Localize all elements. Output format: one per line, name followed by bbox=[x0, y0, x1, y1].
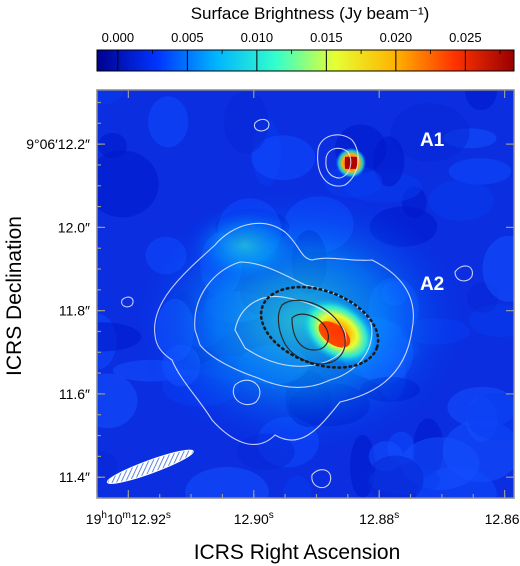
colorbar-tick-label: 0.025 bbox=[449, 30, 482, 45]
noise-patch bbox=[97, 373, 138, 429]
y-tick-label: 9°06′12.2″ bbox=[26, 136, 90, 152]
noise-patch bbox=[97, 150, 159, 218]
noise-patch bbox=[283, 475, 312, 498]
x-axis-label: ICRS Right Ascension bbox=[194, 541, 401, 564]
colorbar-tick-label: 0.000 bbox=[102, 30, 135, 45]
contour-small-3 bbox=[121, 296, 134, 308]
colorbar-tick-label: 0.005 bbox=[171, 30, 204, 45]
contour-small-1 bbox=[253, 118, 270, 132]
noise-patch bbox=[390, 103, 470, 162]
x-tick-label: 12.88s bbox=[359, 510, 399, 527]
y-tick-label: 11.4″ bbox=[59, 469, 90, 485]
noise-patch bbox=[428, 179, 494, 221]
dark-contour-outer bbox=[277, 299, 346, 365]
noise-patch bbox=[97, 450, 118, 481]
y-tick-label: 12.0″ bbox=[58, 219, 90, 235]
x-tick-labels: 19h10m12.92s 12.90s 12.88s 12.86s bbox=[86, 510, 520, 527]
noise-patch bbox=[466, 393, 514, 441]
x-tick-label: 12.86s bbox=[485, 510, 520, 527]
beam bbox=[106, 449, 194, 484]
contour-a1-outer bbox=[317, 134, 359, 187]
colorbar-tick-label: 0.010 bbox=[241, 30, 274, 45]
noise-patch bbox=[366, 455, 424, 498]
source-labels: A1 A2 bbox=[420, 130, 445, 295]
y-tick-labels: 9°06′12.2″ 12.0″ 11.8″ 11.6″ 11.4″ bbox=[26, 136, 90, 485]
noise-patch bbox=[373, 136, 405, 187]
noise-patch bbox=[465, 90, 497, 111]
intensity-map: A1 A2 bbox=[97, 90, 514, 498]
y-tick-label: 11.6″ bbox=[59, 386, 90, 402]
colorbar-tick-label: 0.015 bbox=[310, 30, 343, 45]
y-tick-label: 11.8″ bbox=[59, 303, 90, 319]
x-tick-label: 19h10m12.92s bbox=[86, 510, 171, 527]
beam-ellipse bbox=[106, 449, 194, 484]
contour-a1-inner bbox=[325, 147, 352, 179]
dotted-ellipse bbox=[259, 285, 380, 369]
noise-patch bbox=[448, 158, 512, 185]
noise-patch bbox=[147, 96, 189, 148]
x-tick-label: 12.90s bbox=[234, 510, 274, 527]
extended-emission bbox=[130, 185, 470, 455]
source-ellipse bbox=[259, 285, 380, 369]
axis-ticks bbox=[96, 90, 514, 499]
y-axis-label: ICRS Declination bbox=[3, 216, 26, 376]
extended-emission-north bbox=[185, 205, 305, 285]
colorbar-tick-marks bbox=[117, 50, 501, 71]
colorbar-title: Surface Brightness (Jy beam⁻¹) bbox=[191, 4, 430, 23]
contour-small-5 bbox=[311, 469, 332, 489]
noise-patch bbox=[251, 135, 316, 181]
contour-small-4 bbox=[232, 379, 261, 406]
noise-patch bbox=[468, 304, 514, 338]
noise-patch bbox=[97, 90, 124, 105]
noise-patch bbox=[482, 235, 514, 302]
dark-contours bbox=[277, 299, 346, 365]
contour-small-2 bbox=[454, 265, 473, 282]
colorbar bbox=[96, 49, 515, 72]
source-label-a1: A1 bbox=[420, 130, 445, 151]
noise-patch bbox=[97, 322, 142, 352]
plot-frame bbox=[96, 89, 515, 499]
source-label-a2: A2 bbox=[420, 274, 444, 295]
noise-patch bbox=[185, 466, 269, 498]
colorbar-tick-label: 0.020 bbox=[380, 30, 413, 45]
noise-patch bbox=[223, 91, 269, 154]
contour-outer bbox=[154, 222, 414, 445]
dark-contour-inner bbox=[291, 313, 329, 351]
colorbar-tick-labels: 0.000 0.005 0.010 0.015 0.020 0.025 bbox=[102, 30, 482, 45]
